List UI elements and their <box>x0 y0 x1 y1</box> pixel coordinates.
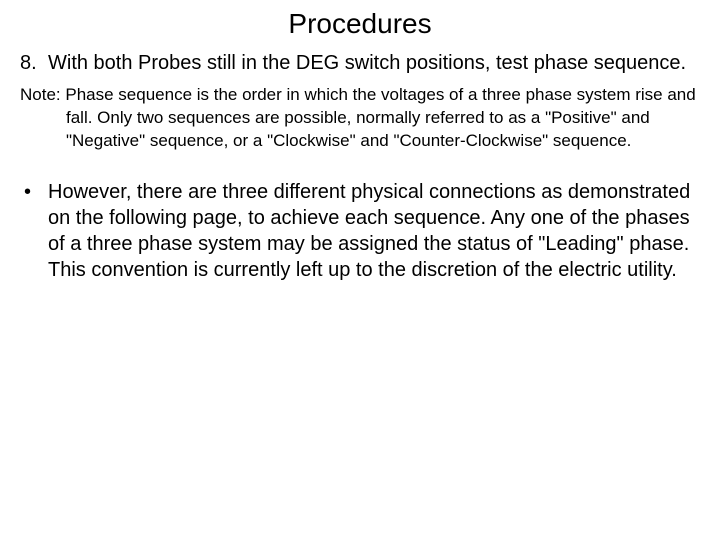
bullet-text: However, there are three different physi… <box>48 179 700 283</box>
step-number: 8. <box>20 50 48 76</box>
page-title: Procedures <box>20 8 700 40</box>
note-block: Note: Phase sequence is the order in whi… <box>20 84 700 153</box>
note-label: Note: <box>20 85 61 104</box>
bullet-marker: • <box>20 179 48 283</box>
bullet-item: • However, there are three different phy… <box>20 179 700 283</box>
step-text: With both Probes still in the DEG switch… <box>48 50 700 76</box>
procedure-step-8: 8. With both Probes still in the DEG swi… <box>20 50 700 76</box>
note-text: Phase sequence is the order in which the… <box>65 85 695 150</box>
